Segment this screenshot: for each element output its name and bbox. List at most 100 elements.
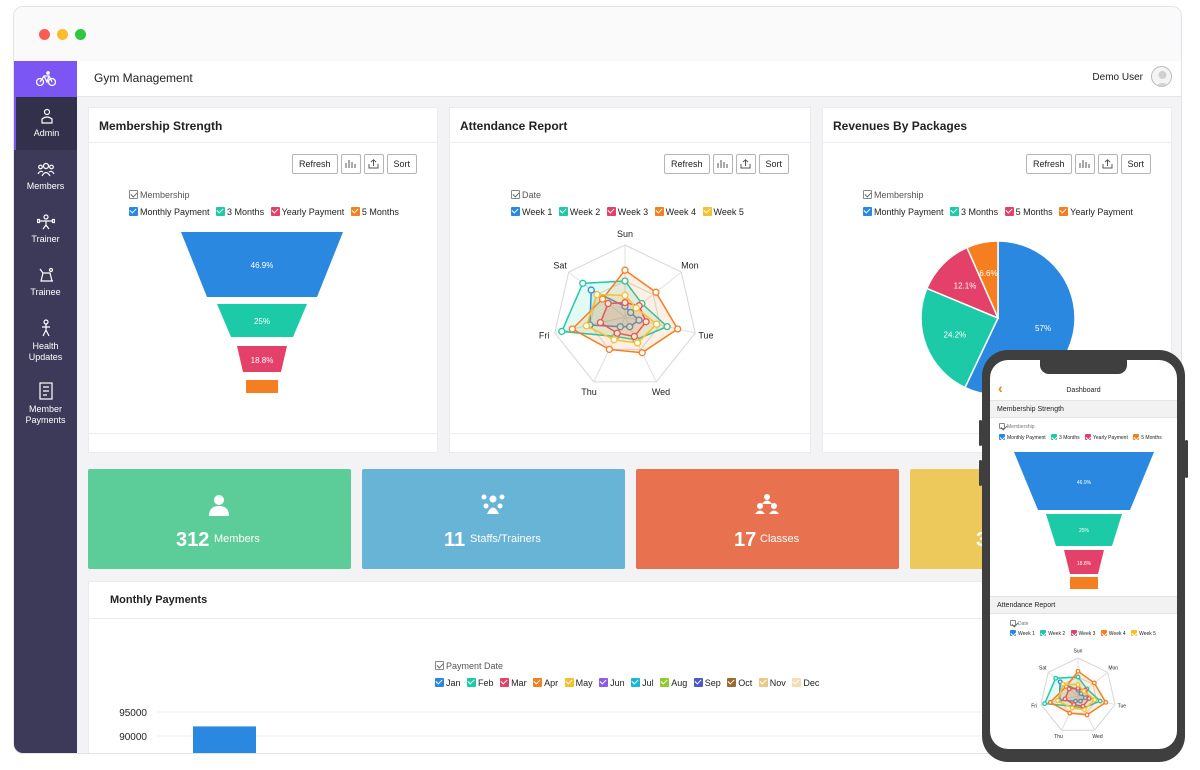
legend-item[interactable]: Monthly Payment <box>999 434 1046 441</box>
funnel-segment-3months[interactable] <box>217 304 307 337</box>
legend-group[interactable]: Membership <box>129 190 190 200</box>
bar-chart-icon[interactable] <box>712 154 733 174</box>
refresh-button[interactable]: Refresh <box>664 154 710 174</box>
radar-point <box>633 339 642 347</box>
close-dot[interactable] <box>39 29 50 40</box>
staffs-tile[interactable]: 11 Staffs/Trainers <box>362 469 625 569</box>
legend-item[interactable]: Yearly Payment <box>1085 434 1128 441</box>
legend-item[interactable]: Week 3 <box>606 207 648 217</box>
legend-item[interactable]: 5 Months <box>350 207 399 217</box>
pie-slice <box>920 287 1000 389</box>
legend-item[interactable]: Week 4 <box>1100 630 1126 637</box>
funnel-segment-yearly[interactable] <box>237 346 287 372</box>
radar-point <box>626 308 635 317</box>
legend-item[interactable]: Week 2 <box>1040 630 1065 637</box>
bar-chart-icon[interactable] <box>340 154 361 174</box>
legend-item[interactable]: Week 1 <box>511 207 552 217</box>
legend-item[interactable]: Aug <box>660 678 687 688</box>
classes-tile[interactable]: 17 Classes <box>636 469 899 569</box>
legend-item[interactable]: Nov <box>758 678 786 688</box>
maximize-dot[interactable] <box>75 29 86 40</box>
tile-value: 17 <box>734 529 757 551</box>
legend-item[interactable]: Week 1 <box>1010 630 1035 637</box>
legend-group[interactable]: Date <box>511 190 541 200</box>
refresh-button[interactable]: Refresh <box>292 154 338 174</box>
legend-item[interactable]: Monthly Payment <box>129 207 210 217</box>
legend-item[interactable]: Week 2 <box>558 207 600 217</box>
app-logo[interactable] <box>14 61 77 97</box>
legend-item[interactable]: Monthly Payment <box>863 207 944 217</box>
radar-point <box>1086 696 1092 701</box>
radar-axis-label: Thu <box>1054 734 1063 740</box>
user-name[interactable]: Demo User <box>1092 72 1143 83</box>
sidebar-item-admin[interactable]: Admin <box>14 97 77 150</box>
tile-label: Members <box>214 533 260 545</box>
legend-item[interactable]: Dec <box>792 678 819 688</box>
radar-point <box>673 325 682 333</box>
legend-item[interactable]: 3 Months <box>1051 434 1080 441</box>
legend-item[interactable]: Feb <box>467 678 494 688</box>
sort-button[interactable]: Sort <box>1120 154 1152 174</box>
legend-item[interactable]: Week 4 <box>654 207 696 217</box>
legend-item[interactable]: 3 Months <box>216 207 264 217</box>
radar-point <box>1082 707 1088 713</box>
tile-value: 3 <box>976 529 987 552</box>
pie-label: 57% <box>1035 324 1051 333</box>
legend-item[interactable]: Jan <box>435 678 461 688</box>
sidebar-item-trainer[interactable]: Trainer <box>14 203 77 256</box>
sidebar-item-member-payments[interactable]: Member Payments <box>14 372 77 435</box>
trainee-icon <box>39 267 53 282</box>
legend-item[interactable]: 5 Months <box>1004 207 1053 217</box>
avatar[interactable] <box>1151 66 1172 87</box>
radar-point <box>621 266 629 274</box>
sort-button[interactable]: Sort <box>758 154 790 174</box>
export-icon[interactable] <box>1097 154 1118 174</box>
bar-chart-icon[interactable] <box>1074 154 1095 174</box>
radar-point <box>579 279 587 287</box>
back-chevron-icon[interactable]: ‹ <box>998 380 1003 396</box>
radar-axis-label: Tue <box>1118 704 1127 710</box>
legend-item[interactable]: Week 5 <box>1131 630 1156 637</box>
funnel-segment-monthly[interactable] <box>181 232 343 297</box>
legend-item[interactable]: Mar <box>500 678 527 688</box>
radar-point <box>1057 679 1063 685</box>
funnel-segment-5months[interactable] <box>246 380 278 393</box>
radar-point <box>1062 696 1068 702</box>
card-title: Revenues By Packages <box>833 119 968 133</box>
legend-item[interactable]: Jun <box>599 678 625 688</box>
funnel-segment-monthly[interactable] <box>1014 452 1154 510</box>
radar-point <box>613 329 621 337</box>
legend-item[interactable]: Week 5 <box>702 207 744 217</box>
radar-axis-label: Fri <box>1031 704 1037 710</box>
funnel-segment-5months[interactable] <box>1070 577 1098 589</box>
legend-item[interactable]: 5 Months <box>1133 434 1162 441</box>
legend-item[interactable]: 3 Months <box>950 207 998 217</box>
export-icon[interactable] <box>735 154 756 174</box>
radar-axis-label: Sun <box>1074 649 1083 655</box>
members-tile[interactable]: 312 Members <box>88 469 351 569</box>
sidebar-item-members[interactable]: Members <box>14 150 77 203</box>
legend-item[interactable]: Week 3 <box>1070 630 1095 637</box>
refresh-button[interactable]: Refresh <box>1026 154 1072 174</box>
funnel-segment-yearly[interactable] <box>1064 550 1104 574</box>
legend-item[interactable]: May <box>564 678 593 688</box>
attendance-legend: Week 1 Week 2 Week 3 Week 4 Week 5 <box>511 207 748 217</box>
legend-group[interactable]: Payment Date <box>435 661 503 671</box>
legend-group[interactable]: Date <box>1010 620 1029 627</box>
legend-group[interactable]: Membership <box>999 423 1035 430</box>
export-icon[interactable] <box>363 154 384 174</box>
minimize-dot[interactable] <box>57 29 68 40</box>
legend-item[interactable]: Apr <box>533 678 558 688</box>
legend-item[interactable]: Sep <box>693 678 721 688</box>
legend-item[interactable]: Jul <box>631 678 654 688</box>
legend-group[interactable]: Membership <box>863 190 924 200</box>
legend-item[interactable]: Yearly Payment <box>1059 207 1133 217</box>
card-title: Attendance Report <box>460 119 568 133</box>
legend-item[interactable]: Yearly Payment <box>270 207 344 217</box>
sidebar-item-health-updates[interactable]: Health Updates <box>14 309 77 372</box>
funnel-segment-3months[interactable] <box>1046 514 1122 546</box>
legend-item[interactable]: Oct <box>727 678 752 688</box>
sidebar-item-trainee[interactable]: Trainee <box>14 256 77 309</box>
sort-button[interactable]: Sort <box>386 154 418 174</box>
radar-point <box>596 318 605 327</box>
